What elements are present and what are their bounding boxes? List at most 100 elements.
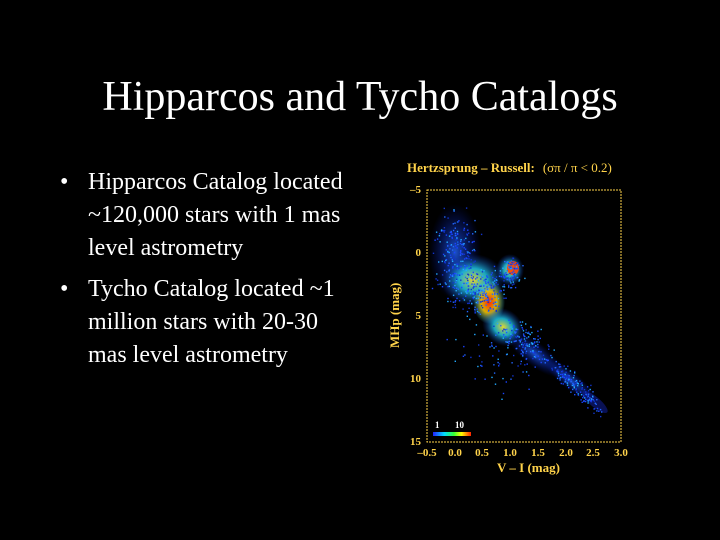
star-point bbox=[551, 356, 553, 359]
star-point bbox=[465, 207, 468, 209]
star-point bbox=[573, 374, 575, 377]
star-point bbox=[496, 293, 499, 295]
star-point bbox=[504, 260, 506, 263]
star-point bbox=[474, 260, 476, 262]
star-point bbox=[480, 285, 482, 287]
star-point bbox=[561, 373, 563, 376]
star-point bbox=[537, 346, 539, 348]
star-point bbox=[489, 283, 491, 286]
star-point bbox=[447, 297, 449, 300]
star-point bbox=[462, 253, 464, 255]
star-point bbox=[500, 325, 502, 327]
star-point bbox=[495, 304, 497, 306]
star-point bbox=[580, 399, 582, 401]
star-point bbox=[474, 219, 476, 222]
star-point bbox=[446, 338, 448, 341]
star-point bbox=[537, 338, 539, 341]
star-point bbox=[512, 275, 514, 278]
star-point bbox=[511, 329, 513, 332]
star-point bbox=[507, 347, 509, 349]
star-point bbox=[464, 248, 467, 250]
star-point bbox=[577, 383, 579, 385]
star-point bbox=[447, 217, 449, 219]
star-point bbox=[454, 360, 456, 362]
star-point bbox=[464, 265, 466, 268]
star-point bbox=[457, 263, 460, 265]
star-point bbox=[477, 297, 479, 300]
star-point bbox=[464, 267, 466, 270]
star-point bbox=[495, 309, 497, 312]
star-point bbox=[482, 275, 484, 277]
star-point bbox=[470, 267, 472, 269]
star-point bbox=[444, 255, 446, 257]
star-point bbox=[466, 277, 468, 280]
star-point bbox=[565, 368, 567, 370]
star-point bbox=[509, 280, 511, 283]
star-point bbox=[534, 355, 537, 357]
star-point bbox=[546, 359, 548, 361]
star-point bbox=[455, 267, 457, 269]
star-point bbox=[533, 341, 536, 344]
star-point bbox=[593, 412, 595, 414]
star-point bbox=[522, 351, 524, 354]
star-point bbox=[561, 370, 564, 372]
star-point bbox=[514, 336, 517, 338]
star-point bbox=[516, 267, 519, 270]
star-point bbox=[463, 229, 465, 231]
star-point bbox=[472, 297, 475, 300]
star-point bbox=[534, 366, 536, 368]
star-point bbox=[506, 270, 508, 272]
star-point bbox=[550, 354, 552, 357]
star-point bbox=[468, 255, 470, 258]
star-point bbox=[465, 237, 467, 240]
star-point bbox=[474, 312, 476, 314]
star-point bbox=[505, 336, 507, 338]
star-point bbox=[474, 378, 476, 380]
star-point bbox=[466, 252, 469, 254]
star-point bbox=[471, 294, 473, 296]
star-point bbox=[460, 292, 463, 294]
star-point bbox=[438, 235, 441, 237]
star-point bbox=[531, 331, 533, 334]
star-point bbox=[455, 235, 458, 237]
star-point bbox=[462, 268, 464, 271]
star-point bbox=[501, 398, 503, 400]
star-point bbox=[471, 241, 473, 244]
star-point bbox=[480, 364, 482, 367]
star-point bbox=[516, 335, 519, 337]
y-tick: 15 bbox=[410, 436, 421, 448]
star-point bbox=[548, 348, 550, 350]
star-point bbox=[491, 272, 493, 274]
star-point bbox=[454, 234, 457, 236]
star-point bbox=[505, 272, 507, 274]
star-point bbox=[558, 366, 561, 368]
star-point bbox=[587, 395, 590, 397]
star-point bbox=[566, 376, 568, 378]
star-point bbox=[503, 334, 505, 336]
star-point bbox=[450, 256, 452, 259]
star-point bbox=[502, 392, 505, 395]
star-point bbox=[572, 388, 574, 391]
star-point bbox=[454, 301, 456, 303]
star-point bbox=[465, 295, 467, 297]
star-point bbox=[457, 221, 459, 223]
star-point bbox=[508, 265, 510, 268]
star-point bbox=[508, 319, 510, 322]
star-point bbox=[516, 347, 518, 350]
star-point bbox=[472, 280, 474, 282]
star-point bbox=[587, 400, 589, 402]
star-point bbox=[530, 342, 533, 344]
star-point bbox=[431, 287, 434, 290]
star-point bbox=[456, 237, 458, 239]
star-point bbox=[570, 381, 572, 383]
star-point bbox=[484, 281, 487, 283]
star-point bbox=[482, 284, 485, 286]
star-point bbox=[492, 302, 495, 304]
star-point bbox=[471, 283, 473, 285]
star-point bbox=[436, 238, 439, 240]
star-point bbox=[496, 323, 499, 325]
star-point bbox=[455, 246, 457, 248]
star-point bbox=[502, 285, 504, 288]
star-point bbox=[522, 371, 524, 373]
star-point bbox=[479, 288, 481, 290]
